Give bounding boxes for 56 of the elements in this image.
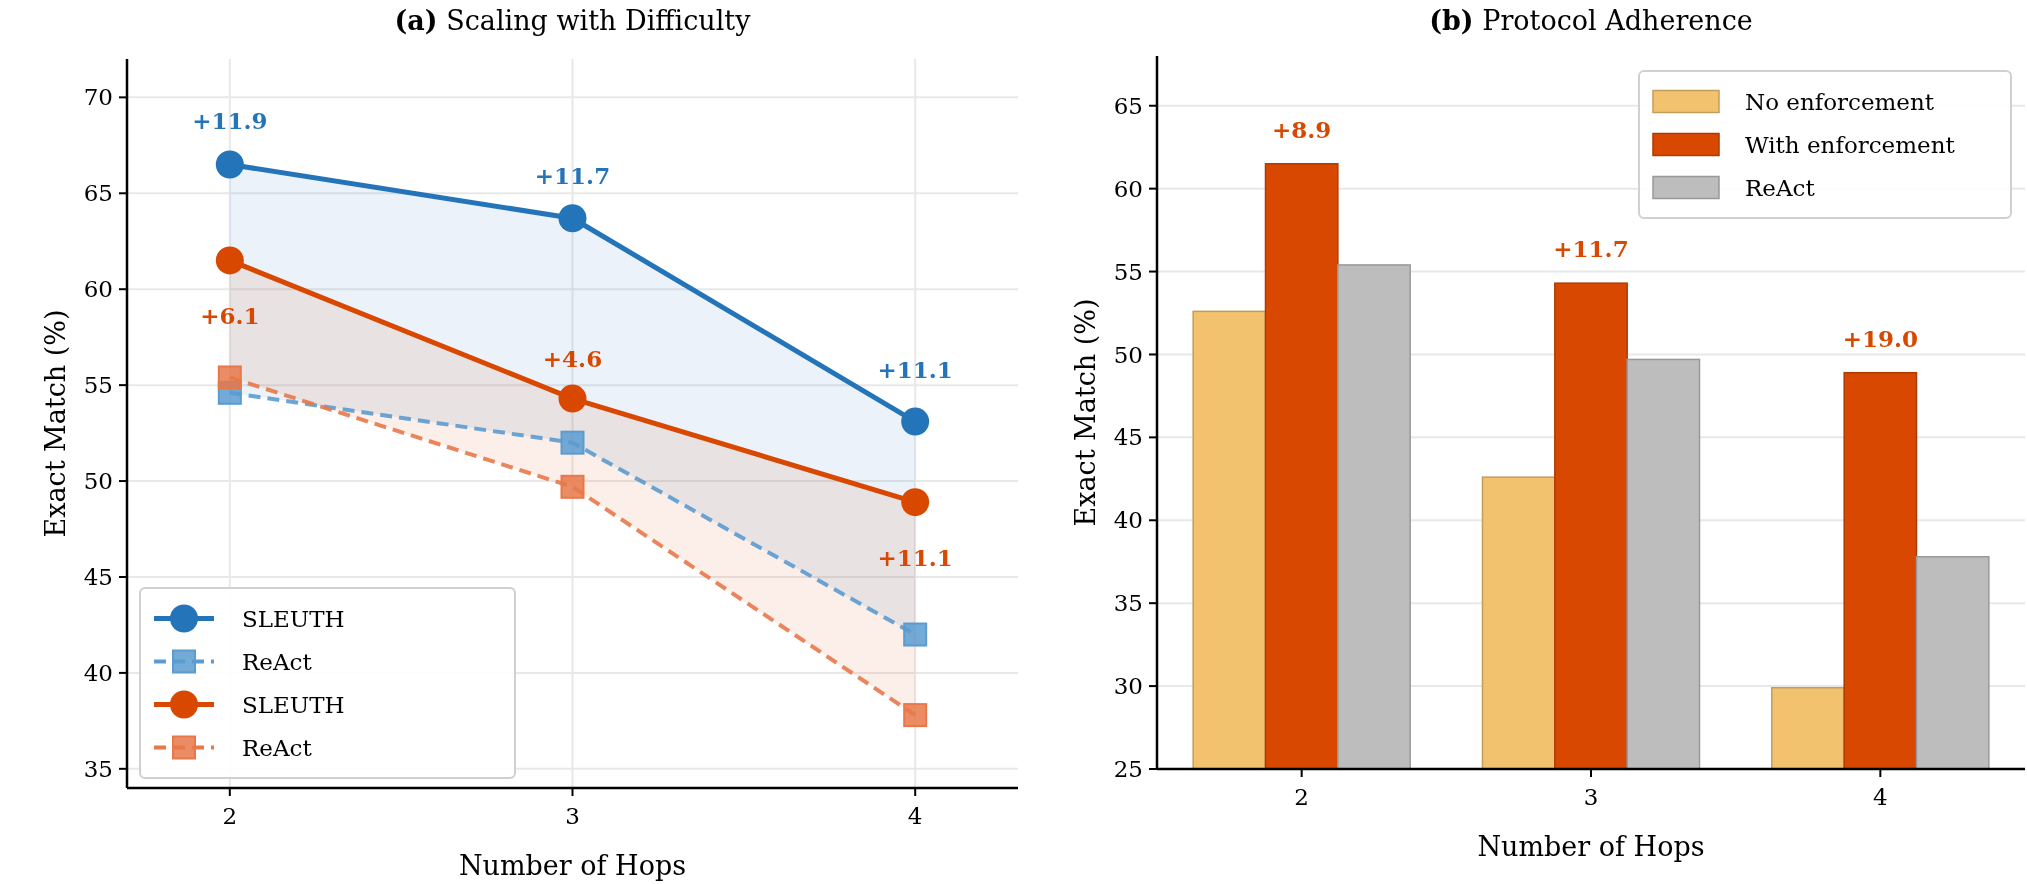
- y-tick-label: 40: [1113, 507, 1143, 534]
- y-tick-label: 65: [1113, 92, 1143, 119]
- y-tick-label: 50: [83, 468, 113, 495]
- y-tick-label: 60: [83, 276, 113, 303]
- y-tick-label: 35: [83, 755, 113, 782]
- y-tick-label: 50: [1113, 341, 1143, 368]
- y-tick-label: 30: [1113, 673, 1143, 700]
- chart-title: (a) Scaling with Difficulty: [394, 5, 752, 36]
- x-axis-title: Number of Hops: [1477, 831, 1705, 862]
- x-tick-label: 2: [1294, 784, 1309, 810]
- x-tick-label: 3: [565, 803, 580, 829]
- point: [560, 474, 585, 499]
- legend-label: ReAct: [242, 648, 313, 675]
- annotation: +11.7: [1553, 235, 1629, 263]
- annotation: +11.7: [534, 162, 611, 190]
- legend-label: With enforcement: [1745, 131, 1956, 158]
- x-axis-title: Number of Hops: [458, 850, 687, 881]
- y-tick-label: 25: [1113, 756, 1143, 783]
- annotation: +11.1: [877, 355, 953, 383]
- y-tick-label: 35: [1113, 590, 1143, 617]
- point: [903, 703, 928, 728]
- legend-label: SLEUTH: [242, 691, 345, 718]
- annotation: +19.0: [1842, 324, 1918, 352]
- x-tick-label: 4: [907, 803, 923, 829]
- y-tick-label: 55: [1113, 258, 1143, 285]
- x-tick-label: 2: [222, 803, 238, 829]
- y-tick-label: 45: [1113, 424, 1143, 451]
- legend-label: ReAct: [242, 734, 313, 761]
- chart-title: (b) Protocol Adherence: [1429, 5, 1753, 36]
- point: [560, 430, 585, 455]
- point: [558, 384, 587, 413]
- y-tick-label: 60: [1113, 175, 1143, 202]
- point: [903, 622, 928, 647]
- point: [558, 204, 587, 233]
- y-axis-title: Exact Match (%): [40, 309, 71, 538]
- legend-label: ReAct: [1745, 174, 1816, 201]
- x-tick-label: 3: [1583, 784, 1599, 810]
- annotation: +11.9: [192, 106, 268, 134]
- x-tick-label: 4: [1873, 784, 1888, 810]
- point: [901, 488, 930, 517]
- y-tick-label: 65: [83, 180, 113, 207]
- point: [215, 246, 244, 275]
- y-tick-label: 55: [83, 372, 113, 399]
- annotation: +4.6: [542, 344, 603, 372]
- point: [901, 407, 930, 436]
- annotation: +6.1: [200, 302, 260, 330]
- legend-label: No enforcement: [1745, 88, 1935, 115]
- annotation: +11.1: [877, 544, 953, 572]
- y-axis-title: Exact Match (%): [1070, 298, 1101, 527]
- annotation: +8.9: [1272, 115, 1332, 143]
- point: [215, 150, 244, 179]
- y-tick-label: 40: [83, 659, 113, 686]
- y-tick-label: 70: [83, 84, 113, 111]
- legend-label: SLEUTH: [242, 605, 345, 632]
- y-tick-label: 45: [83, 564, 113, 591]
- point: [217, 365, 242, 390]
